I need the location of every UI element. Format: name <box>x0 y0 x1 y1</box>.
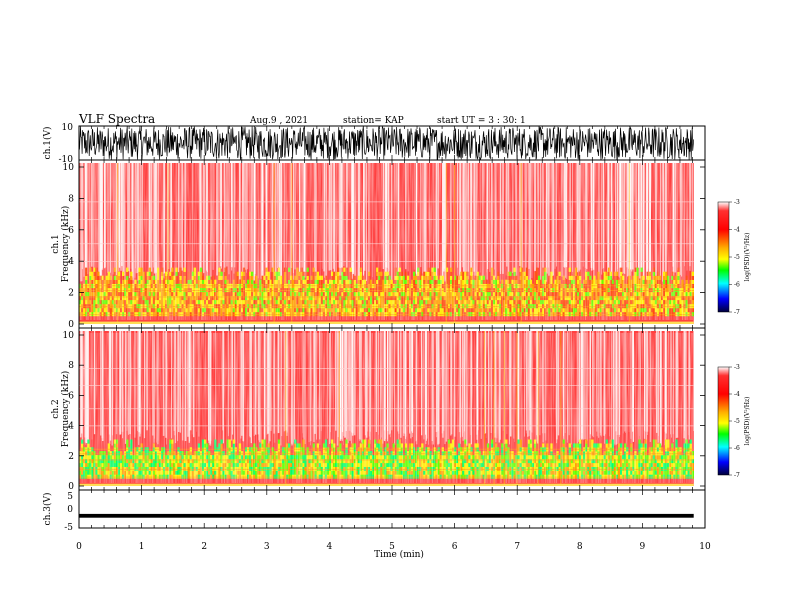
ch1-spectrogram-panel: 0 2 4 6 8 10 ch.1 Frequency (kHz) <box>51 159 706 330</box>
ch1-spectrogram-texture <box>79 163 693 320</box>
yt1-label: 0 <box>68 320 74 330</box>
ch1-freq-label: Frequency (kHz) <box>60 206 71 283</box>
figure-title: VLF Spectra <box>78 112 155 126</box>
ch1-waveform-ylabel: ch.1(V) <box>42 127 53 160</box>
date-label: Aug.9 , 2021 <box>249 116 308 126</box>
yt1-label: 10 <box>63 163 75 173</box>
yt1-label: 2 <box>68 289 74 299</box>
ch1-channel-label: ch.1 <box>51 234 61 253</box>
yt1-label: 6 <box>68 226 74 236</box>
yt1-label: 4 <box>68 257 74 267</box>
yt1-label: 8 <box>68 194 74 204</box>
spec1-bottom-strip <box>79 321 694 324</box>
ch1-yticks: 0 2 4 6 8 10 <box>63 163 705 330</box>
ch1-ytick-bottom: -10 <box>59 155 74 165</box>
ch1-ytick-top: 10 <box>62 123 74 133</box>
ch1-waveform-line <box>78 125 695 161</box>
station-label: station= KAP <box>343 116 404 126</box>
start-time-label: start UT = 3 : 30: 1 <box>437 116 526 126</box>
spec2-streak <box>693 331 695 431</box>
